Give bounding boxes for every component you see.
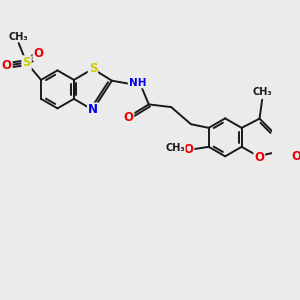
Text: O: O bbox=[183, 143, 194, 156]
Text: O: O bbox=[33, 47, 43, 60]
Text: O: O bbox=[254, 151, 264, 164]
Text: O: O bbox=[291, 150, 300, 163]
Text: N: N bbox=[88, 103, 98, 116]
Text: NH: NH bbox=[129, 77, 146, 88]
Text: S: S bbox=[22, 56, 31, 69]
Text: CH₃: CH₃ bbox=[252, 86, 272, 97]
Text: CH₃: CH₃ bbox=[9, 32, 28, 42]
Text: O: O bbox=[124, 111, 134, 124]
Text: O: O bbox=[2, 59, 12, 72]
Text: CH₃: CH₃ bbox=[166, 143, 185, 153]
Text: S: S bbox=[88, 62, 97, 75]
